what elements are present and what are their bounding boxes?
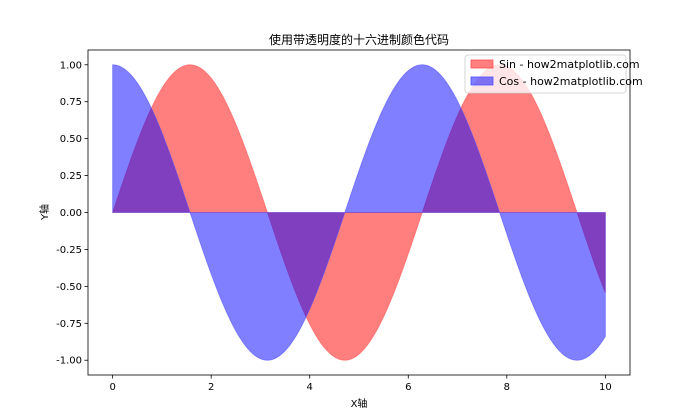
y-tick-label: 0.00: [60, 208, 82, 219]
y-tick-label: 0.75: [60, 97, 82, 108]
legend-frame: [464, 54, 627, 94]
x-tick-label: 10: [599, 382, 612, 393]
y-tick-label: 1.00: [60, 60, 82, 71]
y-tick-label: -0.50: [56, 282, 82, 293]
y-tick-label: -0.25: [56, 245, 82, 256]
chart-title: 使用带透明度的十六进制颜色代码: [269, 32, 449, 47]
legend-swatch-sin: [470, 59, 494, 69]
x-tick-label: 8: [504, 382, 510, 393]
x-tick-label: 4: [307, 382, 313, 393]
x-tick-label: 0: [109, 382, 115, 393]
x-tick-label: 2: [208, 382, 214, 393]
legend-swatch-cos: [470, 76, 494, 86]
y-tick-label: -1.00: [56, 356, 82, 367]
y-axis-label: Y轴: [38, 204, 51, 221]
legend: Sin - how2matplotlib.com Cos - how2matpl…: [464, 54, 643, 94]
y-tick-label: 0.50: [60, 134, 82, 145]
x-axis: 0 2 4 6 8 10: [109, 375, 612, 393]
x-tick-label: 6: [405, 382, 411, 393]
x-axis-label: X轴: [351, 397, 368, 410]
series-area-cos: [112, 64, 606, 361]
legend-label-cos: Cos - how2matplotlib.com: [499, 75, 643, 88]
legend-label-sin: Sin - how2matplotlib.com: [499, 58, 640, 71]
y-tick-label: 0.25: [60, 171, 82, 182]
y-tick-label: -0.75: [56, 319, 82, 330]
y-axis: -1.00 -0.75 -0.50 -0.25 0.00 0.25 0.50 0.75 1.00: [56, 60, 88, 367]
area-fills: [112, 64, 606, 361]
